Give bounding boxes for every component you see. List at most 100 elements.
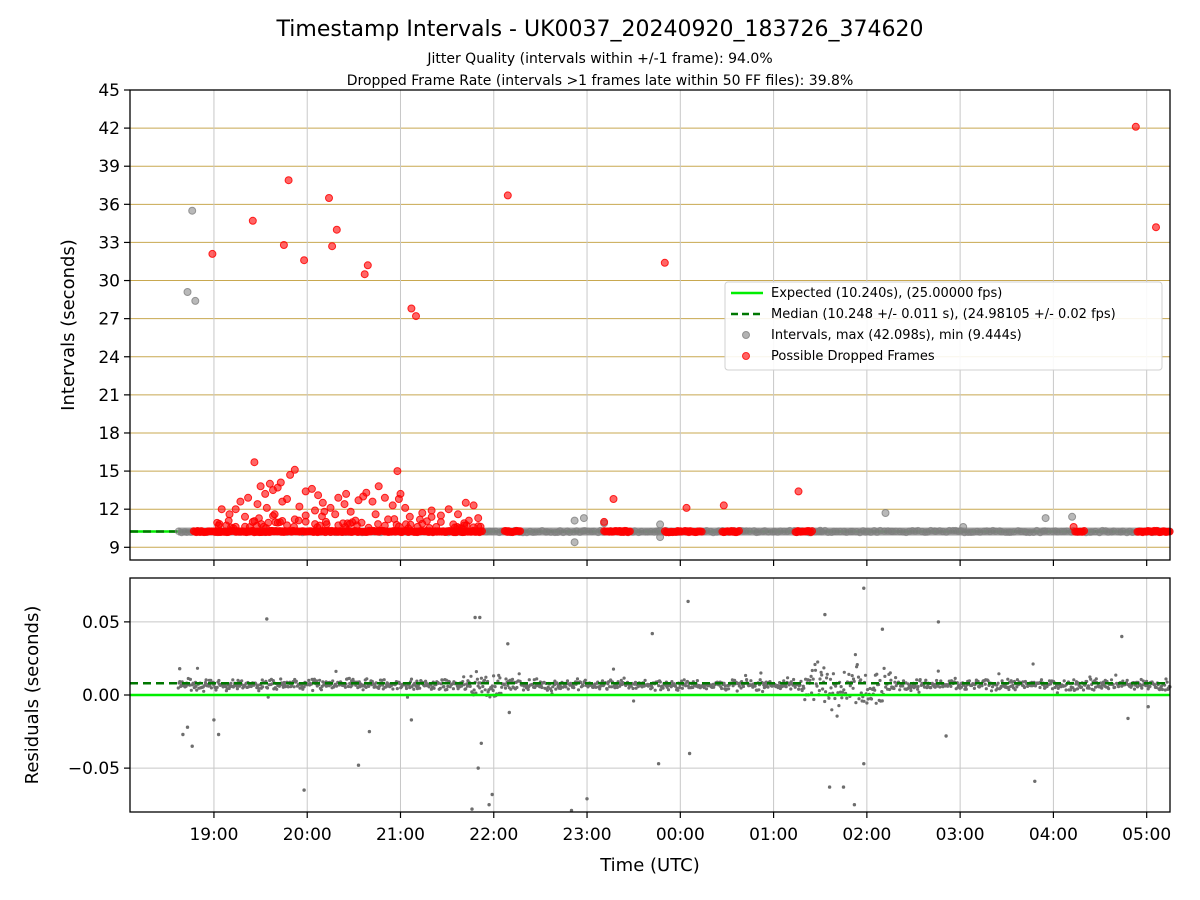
residual-point (240, 679, 244, 683)
residual-point (302, 788, 306, 792)
residual-point (680, 686, 685, 690)
residual-point (735, 689, 739, 693)
residual-point (1073, 688, 1077, 692)
residual-point (632, 699, 636, 703)
residual-point (1076, 681, 1080, 685)
residual-point (209, 686, 213, 690)
residual-point (786, 676, 790, 680)
chart-subtitle-jitter: Jitter Quality (intervals within +/-1 fr… (426, 51, 772, 67)
dropped-frame-point (286, 470, 295, 479)
residual-point (813, 662, 817, 667)
interval-point (570, 538, 579, 547)
residual-point (468, 684, 472, 689)
residual-point (605, 687, 609, 691)
residual-point (307, 678, 311, 683)
dropped-frame-point (264, 518, 273, 527)
residual-point (315, 679, 319, 683)
residual-point (745, 678, 749, 682)
dropped-frame-point (359, 492, 368, 501)
residual-point (261, 685, 265, 689)
residual-point (1146, 705, 1150, 709)
intervals-y-tick-label: 36 (98, 195, 120, 215)
residual-point (611, 667, 616, 671)
residual-point (839, 685, 843, 689)
residual-point (391, 687, 395, 691)
residual-point (816, 660, 820, 664)
dropped-frame-point (474, 514, 483, 523)
residual-point (967, 679, 972, 683)
residual-point (822, 666, 826, 670)
residual-point (540, 685, 544, 690)
residual-point (678, 685, 682, 690)
residual-point (1007, 687, 1011, 692)
residual-point (364, 685, 368, 690)
residual-point (437, 681, 441, 685)
residual-point (195, 666, 200, 670)
residual-point (521, 688, 526, 692)
residual-point (862, 699, 866, 703)
residual-point (658, 680, 662, 684)
residual-point (629, 684, 633, 688)
residual-point (427, 685, 431, 689)
residual-point (422, 684, 427, 688)
dropped-frame-point (794, 487, 803, 496)
residual-point (650, 686, 654, 690)
dropped-frame-point (346, 507, 355, 516)
dropped-frame-point (516, 527, 525, 535)
residual-point (1031, 662, 1035, 666)
residual-point (823, 612, 827, 617)
residual-point (351, 677, 355, 681)
residual-point (749, 679, 753, 683)
legend-dropped-label: Possible Dropped Frames (771, 349, 935, 364)
x-tick-label: 19:00 (189, 825, 238, 845)
residual-point (884, 685, 888, 689)
dropped-frame-point (371, 510, 380, 519)
residual-point (615, 685, 619, 690)
residual-point (898, 688, 902, 692)
dropped-frame-point (454, 510, 462, 519)
residual-point (404, 686, 409, 691)
residual-point (1015, 685, 1019, 689)
dropped-frame-point (412, 312, 420, 321)
residual-point (178, 680, 182, 684)
residual-point (1062, 679, 1066, 683)
residual-point (476, 766, 480, 770)
residual-point (581, 684, 585, 688)
interval-point (656, 520, 665, 529)
residual-point (856, 675, 861, 679)
dropped-frame-point (719, 501, 728, 510)
dropped-frame-point (427, 513, 436, 521)
residual-point (260, 678, 264, 682)
residual-point (600, 679, 605, 683)
residual-point (479, 741, 483, 745)
residual-point (851, 686, 855, 690)
dropped-frame-point (342, 489, 351, 498)
residual-point (739, 686, 743, 690)
x-tick-label: 00:00 (656, 825, 705, 845)
residual-point (572, 686, 576, 690)
residual-point (916, 685, 920, 689)
residual-point (356, 763, 361, 767)
residual-point (909, 688, 913, 693)
dropped-frame-point (682, 503, 691, 512)
dropped-frame-point (273, 483, 282, 492)
residual-point (493, 685, 497, 689)
residual-point (451, 687, 455, 691)
interval-point (579, 514, 588, 523)
dropped-frame-point (231, 505, 240, 514)
residual-point (828, 677, 833, 681)
chart-title: Timestamp Intervals - UK0037_20240920_18… (276, 17, 924, 42)
residual-point (1135, 685, 1140, 689)
x-tick-label: 21:00 (376, 825, 425, 845)
x-tick-label: 05:00 (1122, 825, 1171, 845)
residual-point (868, 686, 872, 691)
residual-point (933, 685, 937, 689)
dropped-frame-point (1069, 523, 1078, 531)
residual-point (1109, 678, 1114, 682)
residual-point (622, 676, 626, 680)
dropped-frame-point (600, 517, 609, 526)
residual-point (382, 678, 386, 682)
residual-point (549, 689, 554, 693)
dropped-frame-point (217, 505, 226, 514)
residual-point (367, 684, 371, 689)
